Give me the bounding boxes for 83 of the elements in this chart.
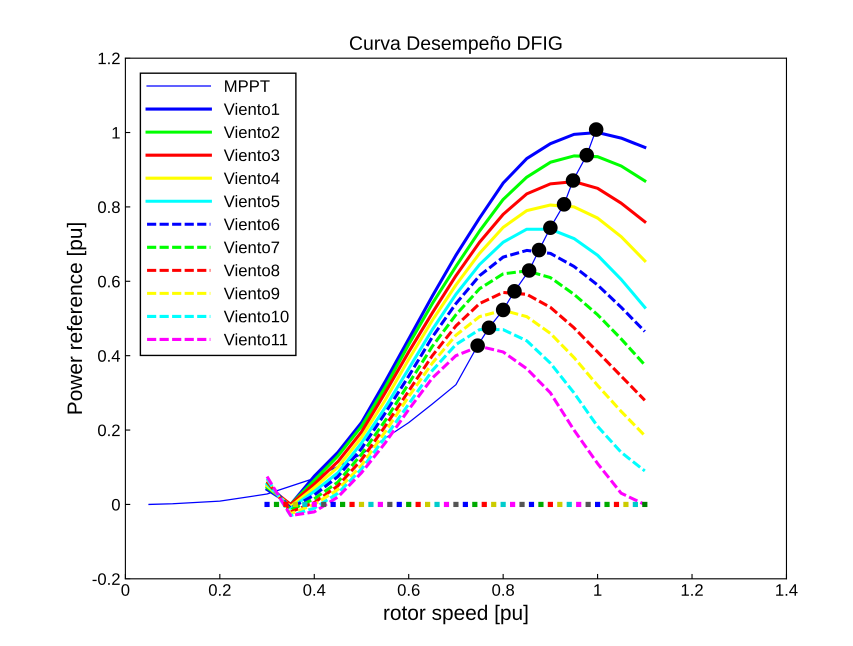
y-tick-label: 1 <box>112 127 120 139</box>
x-tick-label: 1 <box>594 584 602 596</box>
legend-label: Viento6 <box>224 218 280 230</box>
point <box>482 320 496 336</box>
point <box>470 338 485 353</box>
point <box>532 242 546 258</box>
y-tick-label: 0.8 <box>98 201 120 214</box>
point <box>604 502 610 508</box>
point <box>594 502 600 508</box>
point <box>274 502 280 508</box>
legend-label: Viento3 <box>224 148 280 162</box>
legend-label: Viento11 <box>224 333 288 346</box>
point <box>522 263 536 278</box>
x-tick-label: 0.4 <box>303 584 326 596</box>
y-tick-label: 1.2 <box>98 52 120 64</box>
point <box>519 502 525 508</box>
point <box>543 220 558 236</box>
point <box>330 502 336 508</box>
point <box>482 502 487 508</box>
legend-label: MPPT <box>225 80 270 92</box>
point <box>453 502 459 508</box>
point <box>462 502 468 508</box>
point <box>444 502 450 508</box>
y-tick-label: 0 <box>112 498 120 511</box>
point <box>340 502 346 508</box>
legend-label: Viento7 <box>224 241 280 254</box>
point <box>496 302 510 318</box>
point <box>349 502 355 508</box>
point <box>396 502 402 508</box>
point <box>614 502 620 508</box>
point <box>358 502 364 508</box>
legend-label: Viento9 <box>224 287 280 300</box>
y-tick-label: -0.2 <box>92 573 120 586</box>
y-tick-label: 0.4 <box>98 350 120 362</box>
point <box>406 502 412 508</box>
point <box>576 502 582 508</box>
y-tick-label: 0.6 <box>98 276 120 288</box>
x-tick-label: 0 <box>121 584 130 596</box>
chart-title: Curva Desempeño DFIG <box>350 36 562 54</box>
point <box>491 502 496 508</box>
point <box>548 502 553 508</box>
point <box>283 502 289 508</box>
x-tick-label: 0.2 <box>208 584 231 596</box>
legend-label: Viento8 <box>224 264 280 276</box>
point <box>472 502 478 508</box>
legend-label: Viento1 <box>224 102 280 116</box>
legend-label: Viento10 <box>224 310 289 322</box>
point <box>368 502 374 508</box>
legend-label: Viento5 <box>224 194 280 208</box>
point <box>312 502 317 508</box>
point <box>434 502 440 508</box>
x-axis-title: rotor speed [pu] <box>384 604 528 624</box>
x-tick-label: 1.4 <box>776 584 798 596</box>
x-tick-label: 0.6 <box>398 584 420 596</box>
point <box>566 173 580 188</box>
y-tick-label: 0.2 <box>98 424 120 436</box>
point <box>557 502 562 508</box>
point <box>642 502 648 508</box>
point <box>264 502 270 508</box>
point <box>556 197 572 212</box>
point <box>416 502 421 508</box>
point <box>425 502 430 508</box>
point <box>302 502 308 508</box>
point <box>292 502 298 508</box>
x-tick-label: 1.2 <box>682 584 703 596</box>
point <box>500 502 506 508</box>
legend-label: Viento4 <box>224 172 280 184</box>
point <box>588 122 604 137</box>
point <box>387 502 392 508</box>
point <box>623 502 629 508</box>
legend-label: Viento2 <box>224 126 280 138</box>
point <box>632 502 638 508</box>
point <box>378 502 383 508</box>
y-axis-title: Power reference [pu] <box>66 223 86 414</box>
point <box>538 502 544 508</box>
point <box>507 284 522 299</box>
point <box>566 502 572 508</box>
point <box>510 502 516 508</box>
point <box>586 502 591 508</box>
point <box>579 148 594 162</box>
x-tick-label: 0.8 <box>492 584 514 596</box>
point <box>321 502 326 508</box>
point <box>528 502 534 508</box>
